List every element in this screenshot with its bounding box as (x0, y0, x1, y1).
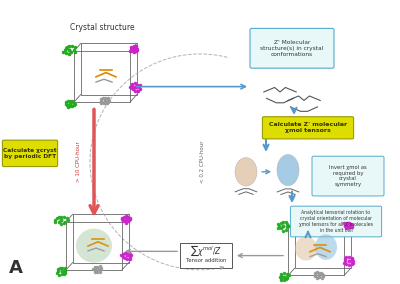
Ellipse shape (315, 234, 337, 260)
Ellipse shape (277, 154, 299, 186)
Text: Calculate Z' molecular
χmol tensors: Calculate Z' molecular χmol tensors (269, 122, 347, 133)
FancyBboxPatch shape (290, 206, 382, 237)
Ellipse shape (295, 236, 317, 261)
Text: Tensor addition: Tensor addition (186, 258, 226, 263)
Text: $\sum\chi^{mol}/Z$: $\sum\chi^{mol}/Z$ (190, 244, 222, 258)
Text: Calculate χcryst
by periodic DFT: Calculate χcryst by periodic DFT (3, 148, 57, 159)
Text: Z' Molecular
structure(s) in crystal
conformations: Z' Molecular structure(s) in crystal con… (260, 39, 324, 57)
Text: > 10 CPU-hour: > 10 CPU-hour (76, 141, 80, 182)
Bar (180, 243, 232, 268)
Text: Analytical tensorial rotation to
crystal orientation of molecular
χmol tensors f: Analytical tensorial rotation to crystal… (299, 210, 373, 233)
Text: A: A (9, 259, 23, 277)
Ellipse shape (76, 229, 112, 263)
FancyBboxPatch shape (312, 156, 384, 196)
Text: Crystal structure: Crystal structure (70, 23, 134, 32)
Ellipse shape (235, 158, 257, 186)
FancyBboxPatch shape (2, 140, 58, 166)
FancyBboxPatch shape (262, 117, 354, 139)
Text: Invert χmol as
required by
crystal
symmetry: Invert χmol as required by crystal symme… (329, 165, 367, 187)
Text: < 0.2 CPU-hour: < 0.2 CPU-hour (200, 141, 204, 183)
FancyBboxPatch shape (250, 28, 334, 68)
